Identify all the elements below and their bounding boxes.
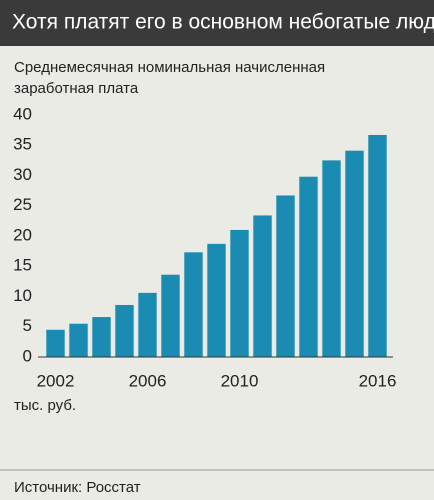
x-tick-label: 2010 [221,371,259,390]
bar [276,195,295,357]
subtitle: заработная плата [14,80,139,97]
y-axis-label: тыс. руб. [14,397,76,414]
x-tick-label: 2006 [129,371,167,390]
y-tick-label: 30 [13,165,32,184]
source: Источник: Росстат [14,479,141,496]
chart-title: Хотя платят его в основном небогатые люд… [12,11,434,34]
bar [115,304,134,357]
y-tick-label: 25 [13,195,32,214]
bar [207,243,226,357]
bar [138,292,157,357]
y-tick-label: 5 [23,316,32,335]
x-tick-label: 2016 [359,371,397,390]
bar [184,252,203,357]
bar [299,176,318,357]
bar [345,150,364,357]
y-tick-label: 0 [23,346,32,365]
x-tick-label: 2002 [37,371,75,390]
bar [46,329,65,357]
y-tick-label: 20 [13,225,32,244]
y-tick-label: 35 [13,135,32,154]
y-tick-label: 40 [13,104,32,123]
title-bar [0,0,434,46]
bar [253,215,272,357]
y-tick-label: 10 [13,286,32,305]
bar [92,317,111,357]
bar [230,229,249,357]
y-tick-label: 15 [13,256,32,275]
bar [368,134,387,357]
bar [322,160,341,357]
subtitle: Среднемесячная номинальная начисленная [14,59,325,76]
bar [69,323,88,357]
bar [161,274,180,357]
